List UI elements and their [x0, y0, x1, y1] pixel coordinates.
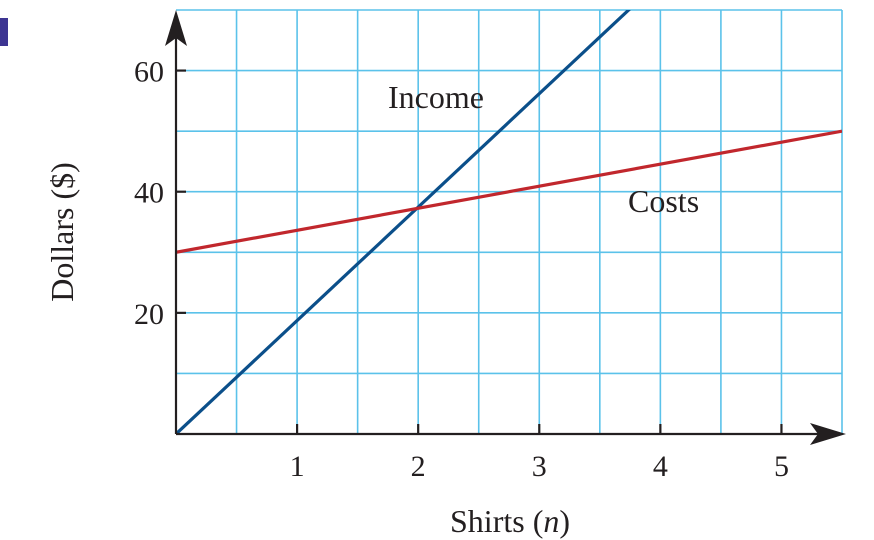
- y-tick-label: 40: [134, 177, 164, 210]
- grid: [176, 9, 843, 434]
- x-tick-label: 1: [290, 450, 305, 483]
- x-axis-title: Shirts (n): [450, 503, 570, 539]
- series-group: [176, 10, 842, 434]
- x-axis-title-prefix: Shirts (: [450, 503, 543, 539]
- axes: [165, 10, 846, 445]
- series-line-income: [176, 10, 631, 434]
- x-tick-label: 4: [653, 450, 668, 483]
- series-label-costs: Costs: [628, 183, 699, 219]
- y-axis-arrow: [165, 10, 187, 46]
- y-axis-title: Dollars ($): [44, 162, 80, 302]
- x-tick-label: 5: [774, 450, 789, 483]
- x-tick-label: 3: [532, 450, 547, 483]
- x-axis-title-variable: n: [543, 503, 559, 539]
- y-tick-label: 20: [134, 298, 164, 331]
- ticks: 1 2 3 4 5 20 40 60: [134, 56, 789, 483]
- series-line-costs: [176, 129, 842, 254]
- x-axis-arrow: [810, 423, 846, 445]
- series-label-income: Income: [388, 79, 484, 115]
- x-axis-title-suffix: ): [559, 503, 570, 539]
- x-tick-label: 2: [411, 450, 426, 483]
- corner-mark: [0, 18, 8, 46]
- y-tick-label: 60: [134, 56, 164, 89]
